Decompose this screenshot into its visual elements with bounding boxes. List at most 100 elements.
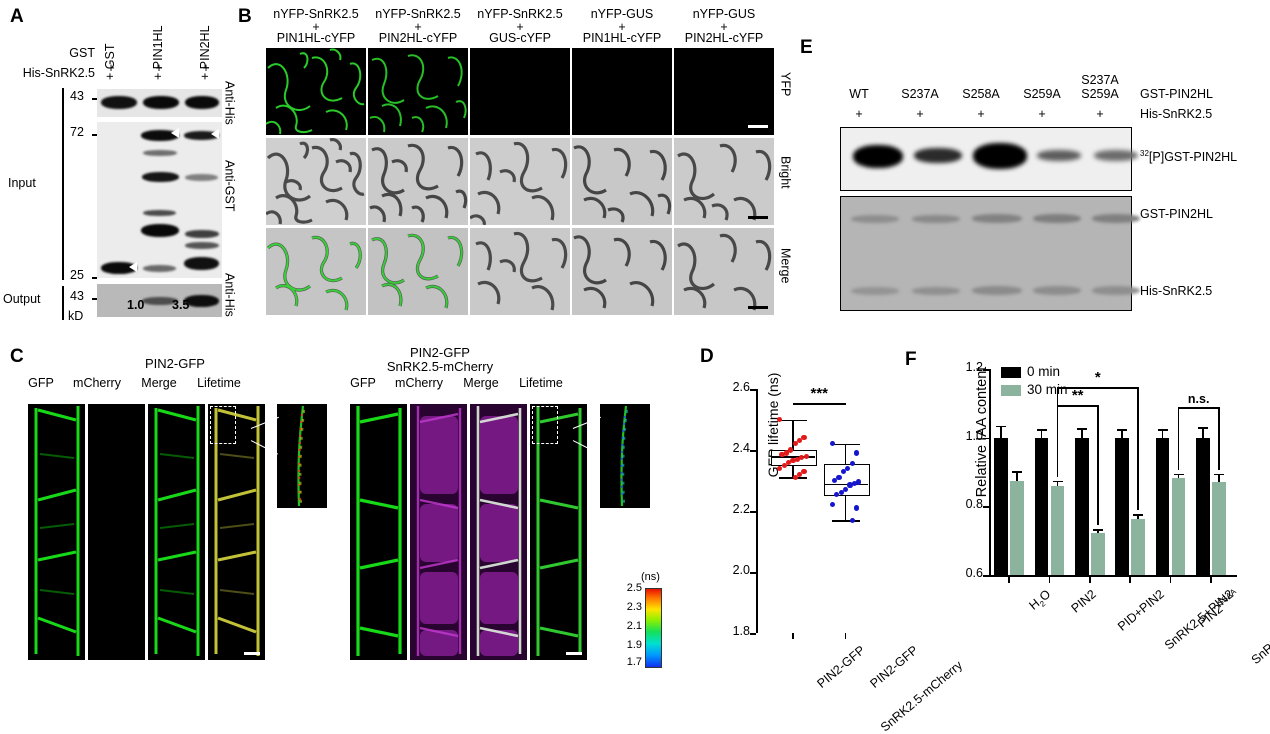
panel-e-lane5-construct-line1: S237A [1081,73,1119,87]
panel-d-data-point [849,517,855,523]
panel-c-colorbar-tick-4: 1.7 [626,656,642,668]
panel-e-row-header-2: His-SnRK2.5 [1140,107,1213,121]
panel-b-row-label-bright: Bright [778,156,793,189]
panel-e-lane1-snrk: + [855,107,863,121]
panel-a-mw-72: 72 [70,125,84,139]
panel-f-bar [1212,481,1226,575]
panel-d-data-point [781,462,787,468]
panel-d-y-tick-label-2: 2.2 [732,502,750,516]
panel-b-col5-plus: + [720,20,728,34]
panel-e-right-label-2: GST-PIN2HL [1140,207,1213,221]
panel-b-yfp-1 [266,48,366,135]
panel-d-data-point [796,438,803,444]
panel-e-letter: E [800,37,813,58]
panel-c-colorbar-unit: (ns) [641,571,660,583]
panel-a-mw-tick-3 [92,277,97,279]
panel-e-right-label-1: 32[P]GST-PIN2HL [1140,149,1237,165]
panel-f-error-cap [1213,473,1224,476]
panel-e-row-header-1: GST-PIN2HL [1140,87,1213,101]
panel-c-group2-title-line2: SnRK2.5-mCherry [386,359,494,374]
panel-c-group2-title-line1: PIN2-GFP [410,345,470,360]
panel-f-legend-swatch-1 [1001,385,1021,396]
panel-a-input-bracket [62,88,64,280]
panel-f-error-cap [1076,428,1087,430]
panel-d-data-point [777,416,783,423]
panel-f-y-tick-label-0: 0.6 [965,566,983,580]
panel-b-letter: B [238,6,252,27]
panel-c-g2-zoom-roi [532,406,558,444]
panel-f-barchart: 0.6 0.8 1.0 1.2 Relative IAA content 0 min 30 … [905,347,1270,697]
panel-a-quant-2: 3.5 [172,298,190,312]
panel-d-whisker-top-0 [792,419,794,450]
panel-f-error-bar [1177,473,1180,479]
panel-c-g1-label-lifetime: Lifetime [197,376,241,390]
panel-d-data-point [794,456,800,462]
panel-d-data-point [777,465,783,471]
panel-b-col2-top: nYFP-SnRK2.5 [375,7,461,21]
panel-b-col5-top: nYFP-GUS [692,7,756,21]
panel-b-scale-bar-bright [748,216,768,219]
panel-f-sig-bracket-leg-r-1 [1137,387,1140,511]
panel-b-bright-1 [266,138,366,225]
panel-b-col5-bottom: PIN2HL-cYFP [684,31,764,45]
panel-f-error-bar [1137,514,1139,520]
panel-b-row-label-yfp: YFP [778,72,793,97]
panel-d-median-1 [823,483,868,486]
panel-d-data-point [834,491,840,497]
panel-a-output-bracket [62,286,64,320]
panel-f-error-cap [1197,427,1208,429]
panel-f-error-cap [1012,470,1023,473]
panel-e-isotope-sup: 32 [1140,149,1149,158]
panel-d-whisker-top-1 [844,443,847,464]
panel-b-bright-4 [572,138,672,225]
panel-d-cap-top-0 [778,419,807,422]
panel-f-bar [1091,533,1105,575]
panel-f-y-tick-label-2: 1.0 [965,428,983,443]
panel-f-y-tick-label-3: 1.2 [965,360,983,374]
panel-b-row-label-merge: Merge [778,248,793,284]
panel-f-x-tick-2 [1089,577,1091,583]
panel-f-legend-swatch-0 [1001,367,1021,378]
panel-e-lane4-snrk: + [1038,107,1046,121]
panel-e-lane4-construct: S259A [1023,87,1061,101]
panel-c-g1-label-mcherry: mCherry [73,376,121,390]
panel-f-bar [1155,437,1170,575]
panel-c-g1-label-merge: Merge [141,376,177,390]
panel-c-g1-label-gfp: GFP [28,376,54,390]
panel-d-data-point [854,450,860,456]
panel-b-yfp-5 [674,48,774,135]
panel-b-col3-top: nYFP-SnRK2.5 [477,7,563,21]
panel-f-error-bar [1202,427,1204,438]
panel-e-lane1-construct: WT [849,87,869,101]
panel-d-cap-bottom-1 [831,520,860,522]
panel-d-data-point [829,502,835,508]
panel-e-lane5-construct-line2: S259A [1081,87,1119,101]
panel-a-mw-tick-4 [92,298,97,300]
panel-f-sig-bracket-2 [1178,407,1219,409]
panel-e-right-label-3: His-SnRK2.5 [1140,284,1213,298]
panel-a-letter: A [10,6,24,27]
panel-d-data-point [779,451,785,458]
panel-d-data-point [796,471,803,477]
panel-c-g2-inset [600,404,650,508]
panel-f-x-tick-4 [1169,577,1172,583]
panel-b-col1-plus: + [312,20,320,34]
panel-d-sig-label: *** [810,385,829,402]
panel-f-x-axis [989,575,1237,577]
panel-f-error-bar [1040,429,1043,438]
panel-e-autoradiograph [840,127,1138,191]
panel-b-col3-plus: + [516,20,524,34]
panel-f-error-cap [1173,473,1184,476]
panel-e-lane3-construct: S258A [962,87,1000,101]
panel-c-colorbar-tick-3: 1.9 [626,639,642,651]
panel-b-yfp-3 [470,48,570,135]
panel-d-y-tick-label-3: 2.4 [732,441,750,455]
panel-d-y-tick-label-1: 2.0 [732,563,750,577]
panel-f-bar [1050,486,1065,575]
panel-a-mw-25: 25 [70,268,84,282]
panel-c-g2-merge-image [470,404,527,660]
panel-d-data-point [840,468,846,474]
panel-f-x-tick-0 [1008,577,1010,583]
panel-a-unit-kd: kD [68,309,84,323]
panel-b-col2-bottom: PIN2HL-cYFP [378,31,458,45]
